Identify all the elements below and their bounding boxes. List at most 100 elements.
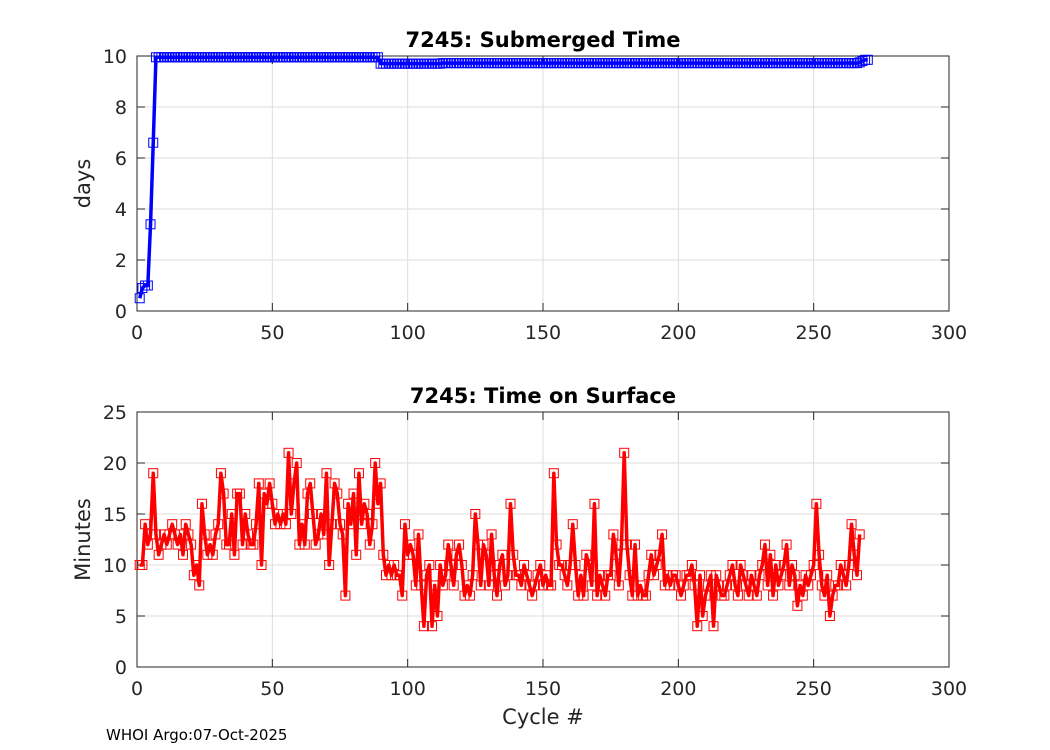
footer-credit: WHOI Argo:07-Oct-2025: [106, 726, 288, 744]
data-point: [835, 560, 846, 570]
data-point: [372, 52, 383, 63]
x-tick-label: 50: [260, 678, 284, 700]
data-point: [483, 580, 494, 591]
data-point: [616, 539, 627, 550]
x-tick-label: 150: [525, 678, 561, 700]
data-point: [632, 590, 643, 601]
data-point: [299, 539, 310, 550]
data-point: [613, 580, 624, 591]
data-point: [178, 549, 189, 560]
data-point: [435, 560, 446, 570]
data-point: [705, 570, 716, 581]
data-point: [803, 580, 814, 591]
data-point: [635, 580, 646, 591]
y-tick-label: 6: [115, 148, 127, 170]
data-point: [386, 570, 397, 581]
data-point: [467, 570, 478, 581]
data-point: [532, 570, 543, 581]
y-tick-label: 0: [115, 657, 127, 679]
data-point: [345, 519, 356, 530]
data-point: [313, 529, 324, 540]
data-point: [738, 570, 749, 581]
data-point: [743, 590, 754, 601]
x-tick-label: 150: [525, 322, 561, 344]
data-point: [776, 570, 787, 581]
data-point: [841, 580, 852, 591]
data-point: [264, 478, 275, 489]
data-point: [326, 519, 337, 530]
data-point: [199, 529, 210, 540]
data-point: [416, 580, 427, 591]
data-point: [156, 539, 167, 550]
data-point: [719, 590, 730, 601]
data-point: [673, 580, 684, 591]
data-point: [261, 498, 272, 509]
data-point: [724, 570, 735, 581]
data-point: [505, 498, 516, 509]
data-point: [713, 580, 724, 591]
data-point: [448, 580, 459, 591]
data-point: [410, 580, 421, 591]
data-point: [340, 590, 351, 601]
data-point: [329, 478, 340, 489]
data-point: [267, 498, 278, 509]
data-point: [765, 549, 776, 560]
x-tick-label: 100: [390, 678, 426, 700]
chart-1: 0 50 100 150 200 250 300 0 2 4 6 8 10 7245: Submerged…: [71, 28, 967, 344]
data-point: [240, 509, 251, 519]
data-point: [172, 539, 183, 550]
data-point: [253, 478, 264, 489]
data-point: [332, 488, 343, 499]
data-point: [697, 611, 708, 621]
y-tick-label: 4: [115, 199, 127, 221]
data-point: [291, 458, 302, 468]
data-point: [781, 539, 792, 550]
data-point: [565, 560, 576, 570]
data-point: [787, 560, 798, 570]
data-point: [833, 580, 844, 591]
data-point: [538, 580, 548, 591]
data-point: [586, 580, 597, 591]
data-point: [202, 549, 213, 560]
data-point: [191, 560, 202, 570]
data-point: [562, 580, 573, 591]
y-tick-label: 8: [115, 97, 127, 119]
data-point: [194, 580, 205, 591]
y-tick-label: 10: [103, 555, 127, 577]
data-point: [481, 549, 492, 560]
data-point: [270, 519, 281, 530]
data-point: [659, 580, 670, 591]
data-point: [343, 498, 354, 509]
data-point: [846, 519, 857, 530]
data-point: [768, 590, 779, 601]
data-point: [218, 488, 229, 499]
data-point: [578, 590, 589, 601]
data-point: [224, 539, 235, 550]
data-point: [811, 498, 822, 509]
data-point: [356, 519, 367, 530]
data-point: [624, 570, 635, 581]
data-point: [394, 570, 405, 581]
y-tick-label: 20: [103, 453, 127, 475]
data-point: [259, 488, 270, 499]
data-point: [372, 498, 383, 509]
data-point: [851, 58, 862, 69]
data-point: [854, 529, 865, 540]
data-point: [567, 519, 578, 530]
data-point: [757, 560, 768, 570]
data-point: [648, 570, 659, 581]
data-point: [746, 570, 757, 581]
data-point: [389, 560, 400, 570]
data-point: [359, 498, 370, 509]
data-point: [473, 539, 484, 550]
data-point: [708, 621, 719, 632]
y-tick-label: 15: [103, 504, 127, 526]
data-point: [676, 590, 687, 601]
data-point: [630, 539, 641, 550]
data-point: [205, 539, 216, 550]
data-point: [849, 549, 860, 560]
data-point: [280, 519, 291, 530]
data-point: [421, 570, 432, 581]
data-point: [324, 560, 335, 570]
